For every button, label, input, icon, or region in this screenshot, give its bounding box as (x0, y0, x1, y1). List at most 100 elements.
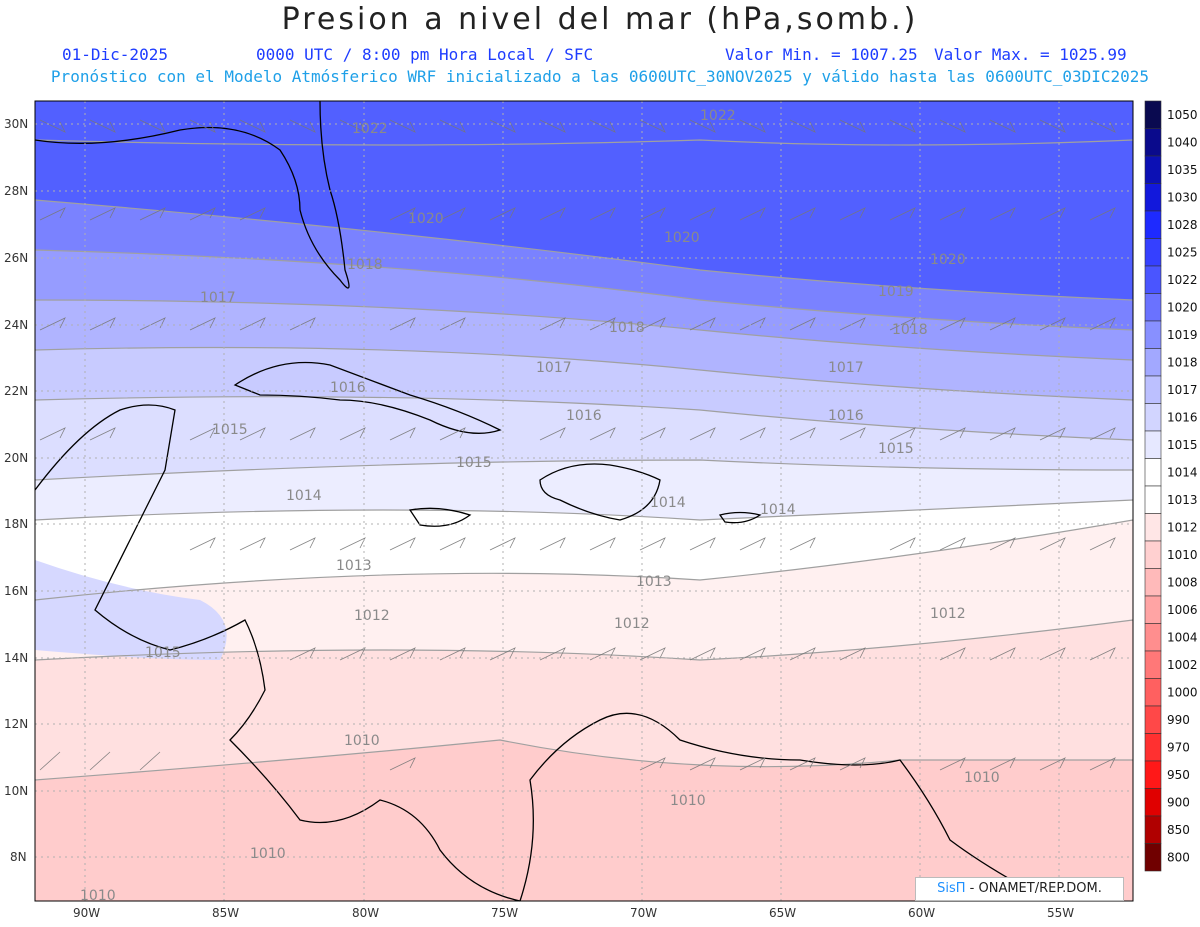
isobar-label: 1010 (964, 770, 1000, 786)
colorbar-label: 1016 (1167, 410, 1198, 424)
min-value: Valor Min. = 1007.25 (725, 45, 918, 64)
wind-barbs (39, 119, 1116, 771)
isobar-label: 1012 (930, 606, 966, 622)
map-title: Presion a nivel del mar (hPa,somb.) (281, 2, 919, 37)
colorbar-label: 1050 (1167, 108, 1198, 122)
forecast-time: 0000 UTC / 8:00 pm Hora Local / SFC (256, 45, 594, 64)
isobar-label: 1018 (609, 320, 645, 336)
colorbar-label: 1002 (1167, 658, 1198, 672)
colorbar-swatch (1144, 513, 1162, 542)
colorbar-label: 1030 (1167, 190, 1198, 204)
colorbar-swatch (1144, 100, 1162, 129)
colorbar-label: 1017 (1167, 383, 1198, 397)
isobar-label: 1014 (650, 495, 686, 511)
colorbar-label: 1040 (1167, 135, 1198, 149)
lon-label: 55W (1047, 906, 1074, 920)
colorbar-swatch (1144, 540, 1162, 569)
map-frame (34, 100, 1134, 902)
credit-box: SisΠ - ONAMET/REP.DOM. (915, 877, 1124, 901)
isobar-label: 1022 (700, 108, 736, 124)
colorbar-label: 950 (1167, 768, 1190, 782)
colorbar-swatch (1144, 815, 1162, 844)
isobar-label: 1013 (336, 558, 372, 574)
lat-label: 26N (4, 251, 28, 265)
colorbar-label: 850 (1167, 823, 1190, 837)
graticule (35, 101, 1133, 901)
colorbar-label: 970 (1167, 740, 1190, 754)
forecast-date: 01-Dic-2025 (62, 45, 168, 64)
colorbar-swatch (1144, 183, 1162, 212)
lon-label: 80W (352, 906, 379, 920)
lat-label: 12N (4, 717, 28, 731)
max-value: Valor Max. = 1025.99 (934, 45, 1127, 64)
isobar-label: 1020 (930, 252, 966, 268)
isobar-label: 1015 (878, 441, 914, 457)
isobar-label: 1022 (352, 121, 388, 137)
lat-label: 20N (4, 451, 28, 465)
lat-label: 30N (4, 117, 28, 131)
colorbar-label: 1006 (1167, 603, 1198, 617)
colorbar-label: 1013 (1167, 493, 1198, 507)
colorbar-swatch (1144, 678, 1162, 707)
colorbar-swatch (1144, 705, 1162, 734)
colorbar-label: 1008 (1167, 575, 1198, 589)
lat-label: 28N (4, 184, 28, 198)
colorbar-label: 1022 (1167, 273, 1198, 287)
lat-label: 14N (4, 651, 28, 665)
colorbar-swatch (1144, 430, 1162, 459)
lat-label: 18N (4, 517, 28, 531)
colorbar-swatch (1144, 623, 1162, 652)
isobar-label: 1010 (670, 793, 706, 809)
colorbar-swatch (1144, 403, 1162, 432)
lat-label: 16N (4, 584, 28, 598)
forecast-info: Pronóstico con el Modelo Atmósferico WRF… (50, 67, 1150, 86)
isobar-label: 1017 (828, 360, 864, 376)
colorbar-swatch (1144, 843, 1162, 872)
isobar-label: 1015 (145, 645, 181, 661)
colorbar-label: 900 (1167, 795, 1190, 809)
colorbar-label: 800 (1167, 850, 1190, 864)
isobar-label: 1019 (878, 284, 914, 300)
isobar-label: 1017 (200, 290, 236, 306)
colorbar-label: 1020 (1167, 300, 1198, 314)
colorbar-swatch (1144, 733, 1162, 762)
isobar-label: 1015 (456, 455, 492, 471)
lon-label: 60W (908, 906, 935, 920)
colorbar-label: 1018 (1167, 355, 1198, 369)
colorbar-label: 1000 (1167, 685, 1198, 699)
lon-label: 65W (769, 906, 796, 920)
isobar-label: 1016 (330, 380, 366, 396)
lat-label: 22N (4, 384, 28, 398)
colorbar-swatch (1144, 348, 1162, 377)
isobar-label: 1017 (536, 360, 572, 376)
colorbar-swatch (1144, 375, 1162, 404)
colorbar-label: 1014 (1167, 465, 1198, 479)
colorbar-swatch (1144, 128, 1162, 157)
isobar-label: 1014 (286, 488, 322, 504)
colorbar-swatch (1144, 568, 1162, 597)
colorbar-label: 990 (1167, 713, 1190, 727)
lat-label: 8N (10, 850, 27, 864)
isobar-label: 1016 (828, 408, 864, 424)
isobar-label: 1010 (250, 846, 286, 862)
colorbar-swatch (1144, 155, 1162, 184)
colorbar-swatch (1144, 650, 1162, 679)
colorbar-swatch (1144, 595, 1162, 624)
isobar-label: 1013 (636, 574, 672, 590)
colorbar-label: 1019 (1167, 328, 1198, 342)
isobar-label: 1010 (80, 888, 116, 904)
lat-label: 10N (4, 784, 28, 798)
colorbar-swatch (1144, 485, 1162, 514)
pressure-shading (35, 101, 1133, 901)
colorbar-swatch (1144, 320, 1162, 349)
latitude-labels: 30N 28N 26N 24N 22N 20N 18N 16N 14N 12N … (4, 117, 28, 864)
colorbar-swatch (1144, 265, 1162, 294)
isobar-label: 1010 (344, 733, 380, 749)
isobar-label: 1015 (212, 422, 248, 438)
lon-label: 90W (73, 906, 100, 920)
credit-text: - ONAMET/REP.DOM. (965, 881, 1102, 896)
colorbar-label: 1010 (1167, 548, 1198, 562)
longitude-labels: 90W 85W 80W 75W 70W 65W 60W 55W (73, 906, 1074, 920)
colorbar-swatch (1144, 238, 1162, 267)
